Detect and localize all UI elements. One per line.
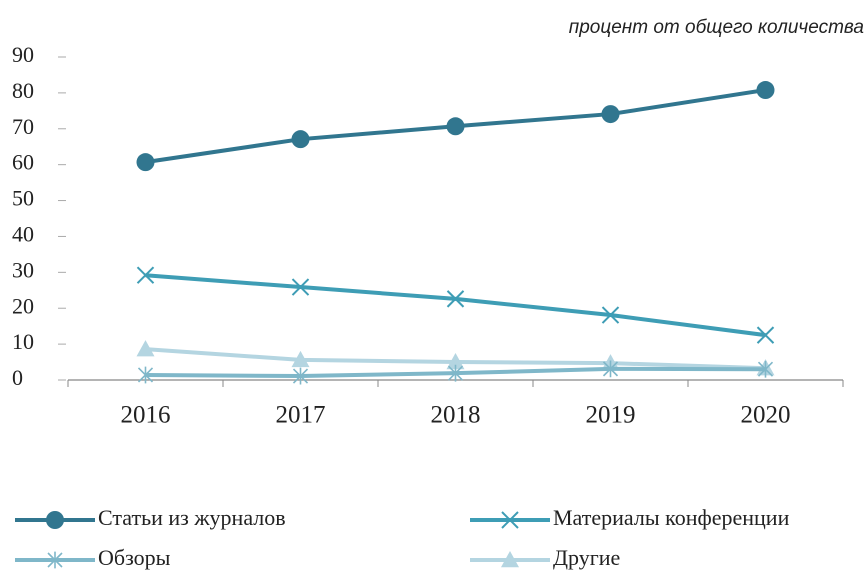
- marker: [756, 81, 775, 100]
- marker: [291, 350, 310, 368]
- marker: [501, 511, 519, 529]
- marker-shape: [291, 130, 310, 149]
- y-tick-label: 10: [12, 329, 34, 354]
- marker: [757, 360, 774, 378]
- x-tick-label: 2017: [276, 402, 326, 429]
- marker-shape: [447, 364, 464, 382]
- marker-shape: [501, 511, 519, 529]
- y-tick-label: 30: [12, 257, 34, 282]
- unit-note: процент от общего количества: [569, 17, 864, 38]
- x-tick-label: 2020: [741, 402, 791, 429]
- legend-label: Статьи из журналов: [98, 505, 286, 530]
- y-tick-label: 40: [12, 221, 34, 246]
- marker: [447, 364, 464, 382]
- marker: [756, 326, 775, 344]
- marker: [46, 511, 64, 529]
- marker: [292, 367, 309, 385]
- x-tick-label: 2019: [586, 402, 636, 429]
- marker: [136, 153, 155, 172]
- x-tick-label: 2016: [121, 402, 171, 429]
- marker: [602, 360, 619, 378]
- marker-shape: [602, 360, 619, 378]
- marker: [601, 306, 620, 324]
- marker-shape: [136, 153, 155, 172]
- marker: [601, 105, 620, 124]
- marker: [136, 340, 155, 357]
- y-tick-label: 0: [12, 365, 23, 390]
- marker: [136, 266, 155, 284]
- marker: [446, 353, 465, 370]
- marker-shape: [756, 326, 775, 344]
- series-line: [145, 273, 766, 338]
- marker: [47, 551, 63, 569]
- marker-shape: [137, 366, 154, 384]
- marker-shape: [292, 367, 309, 385]
- marker-shape: [446, 117, 465, 136]
- legend-label: Материалы конференции: [553, 505, 790, 530]
- marker-shape: [757, 360, 774, 378]
- y-tick-label: 50: [12, 186, 34, 211]
- marker: [291, 130, 310, 149]
- legend-label: Другие: [553, 545, 620, 570]
- marker-shape: [446, 353, 465, 370]
- x-tick-label: 2018: [431, 402, 481, 429]
- marker-shape: [501, 551, 519, 568]
- marker-shape: [46, 511, 64, 529]
- y-tick-label: 20: [12, 293, 34, 318]
- marker: [501, 551, 519, 568]
- y-tick-label: 60: [12, 150, 34, 175]
- y-tick-label: 80: [12, 78, 34, 103]
- marker-shape: [136, 340, 155, 357]
- y-tick-label: 90: [12, 42, 34, 67]
- marker-shape: [47, 551, 63, 569]
- y-tick-label: 70: [12, 114, 34, 139]
- marker: [291, 278, 310, 296]
- marker-shape: [291, 278, 310, 296]
- marker-shape: [601, 306, 620, 324]
- marker-shape: [601, 105, 620, 124]
- marker-shape: [446, 290, 465, 308]
- marker-shape: [136, 266, 155, 284]
- marker: [446, 290, 465, 308]
- legend-label: Обзоры: [98, 545, 171, 570]
- marker-shape: [756, 81, 775, 100]
- marker: [137, 366, 154, 384]
- marker-shape: [291, 350, 310, 368]
- marker: [446, 117, 465, 136]
